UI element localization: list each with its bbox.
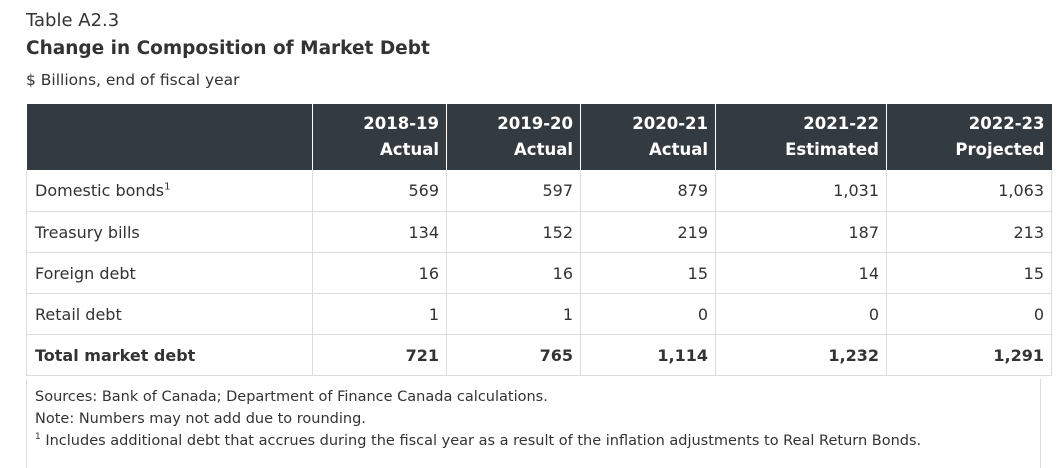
table-number: Table A2.3: [26, 10, 120, 31]
column-header: 2022-23 Projected: [886, 104, 1052, 170]
table-header-row: 2018-19 Actual 2019-20 Actual 2020-21 Ac…: [26, 104, 1052, 170]
table-cell: 15: [886, 252, 1052, 294]
column-year: 2018-19: [363, 114, 439, 133]
column-status: Actual: [514, 140, 573, 159]
table-cell: 1,114: [580, 334, 716, 376]
column-status: Projected: [955, 140, 1045, 159]
table-cell: 219: [580, 211, 716, 253]
row-label: Domestic bonds1: [26, 170, 313, 212]
table-row-foreign-debt: Foreign debt 16 16 15 14 15: [26, 252, 1052, 294]
table-cell: 14: [715, 252, 887, 294]
table-row-total: Total market debt 721 765 1,114 1,232 1,…: [26, 334, 1052, 376]
table-cell: 187: [715, 211, 887, 253]
row-label: Total market debt: [26, 334, 313, 376]
table-cell: 1: [312, 293, 447, 335]
table-cell: 0: [580, 293, 716, 335]
market-debt-table: 2018-19 Actual 2019-20 Actual 2020-21 Ac…: [26, 104, 1052, 376]
table-cell: 15: [580, 252, 716, 294]
column-year: 2022-23: [968, 114, 1045, 133]
column-year: 2020-21: [632, 114, 708, 133]
row-label: Treasury bills: [26, 211, 313, 253]
table-cell: 1,232: [715, 334, 887, 376]
table-cell: 0: [886, 293, 1052, 335]
column-status: Estimated: [785, 140, 879, 159]
column-header: 2019-20 Actual: [446, 104, 581, 170]
column-header: 2020-21 Actual: [580, 104, 716, 170]
rounding-note: Note: Numbers may not add due to roundin…: [35, 411, 366, 427]
table-row-retail-debt: Retail debt 1 1 0 0 0: [26, 293, 1052, 335]
table-cell: 152: [446, 211, 581, 253]
table-cell: 16: [446, 252, 581, 294]
table-units: $ Billions, end of fiscal year: [26, 71, 240, 89]
sources-note: Sources: Bank of Canada; Department of F…: [35, 389, 548, 405]
table-cell: 0: [715, 293, 887, 335]
table-row-domestic-bonds: Domestic bonds1 569 597 879 1,031 1,063: [26, 170, 1052, 212]
header-cell-empty: [26, 104, 313, 170]
footnote: 1 Includes additional debt that accrues …: [35, 430, 1040, 452]
table-cell: 134: [312, 211, 447, 253]
table-cell: 879: [580, 170, 716, 212]
column-header: 2018-19 Actual: [312, 104, 447, 170]
row-label: Retail debt: [26, 293, 313, 335]
table-cell: 569: [312, 170, 447, 212]
table-cell: 765: [446, 334, 581, 376]
column-year: 2019-20: [497, 114, 573, 133]
footnote-marker: 1: [35, 432, 41, 443]
row-label: Foreign debt: [26, 252, 313, 294]
table-title: Change in Composition of Market Debt: [26, 38, 430, 59]
column-status: Actual: [649, 140, 708, 159]
table-row-treasury-bills: Treasury bills 134 152 219 187 213: [26, 211, 1052, 253]
table-cell: 1,031: [715, 170, 887, 212]
table-cell: 1,291: [886, 334, 1052, 376]
table-cell: 1,063: [886, 170, 1052, 212]
footnote-text: Includes additional debt that accrues du…: [45, 433, 922, 449]
row-label-text: Domestic bonds: [35, 181, 165, 200]
column-status: Actual: [380, 140, 439, 159]
table-cell: 597: [446, 170, 581, 212]
table-notes: Sources: Bank of Canada; Department of F…: [26, 379, 1041, 468]
table-cell: 721: [312, 334, 447, 376]
footnote-reference: 1: [164, 181, 171, 193]
table-cell: 1: [446, 293, 581, 335]
column-year: 2021-22: [803, 114, 879, 133]
column-header: 2021-22 Estimated: [715, 104, 887, 170]
table-cell: 16: [312, 252, 447, 294]
table-cell: 213: [886, 211, 1052, 253]
